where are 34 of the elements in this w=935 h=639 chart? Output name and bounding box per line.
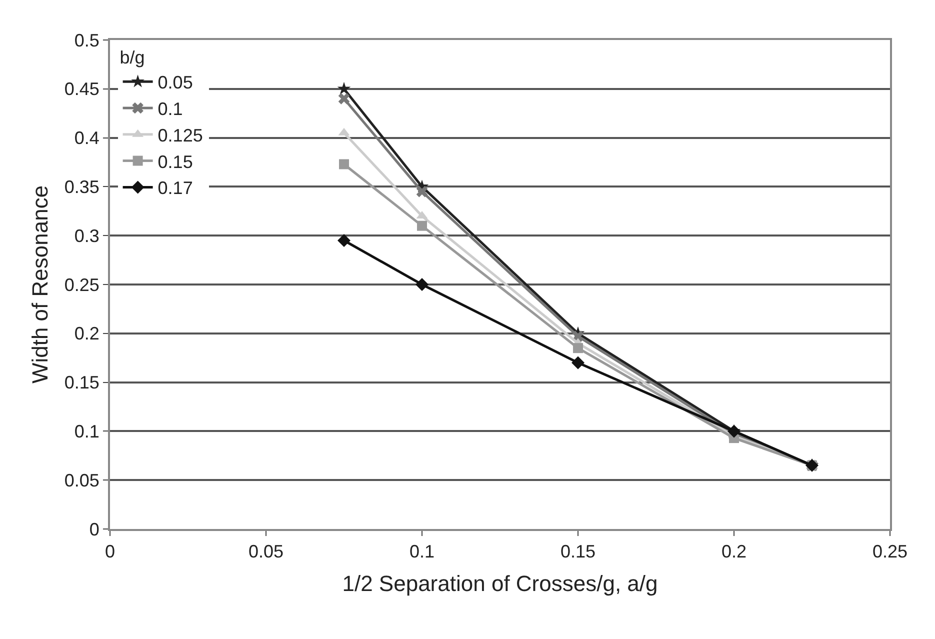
y-tick-label: 0.05 (64, 470, 100, 490)
y-tick-label: 0.15 (64, 372, 100, 393)
point (416, 278, 428, 291)
x-tick-label: 0.05 (248, 542, 284, 562)
x-tick-label: 0.2 (721, 542, 747, 562)
y-tick-label: 0 (89, 519, 100, 540)
y-tick-label: 0.5 (74, 30, 100, 50)
legend-label: 0.1 (158, 99, 183, 120)
point (338, 234, 350, 247)
point (339, 159, 349, 170)
y-tick-label: 0.25 (64, 274, 100, 295)
x-tick-label: 0.1 (409, 542, 435, 562)
y-tick-label: 0.2 (74, 324, 100, 344)
x-tick-label: 0.25 (872, 542, 908, 562)
y-tick-label: 0.45 (64, 79, 100, 100)
legend-title: b/g (120, 47, 145, 68)
y-axis-title: Width of Resonance (28, 185, 53, 384)
point (573, 343, 583, 354)
point (416, 186, 428, 198)
point (338, 93, 350, 104)
x-tick-label: 0 (104, 542, 116, 562)
legend-label: 0.125 (158, 125, 203, 146)
legend-label: 0.05 (158, 72, 193, 93)
point (417, 220, 427, 231)
point (337, 82, 351, 95)
legend-label: 0.15 (158, 152, 193, 172)
legend-label: 0.17 (158, 178, 193, 198)
point (572, 356, 584, 370)
y-tick-label: 0.4 (74, 128, 100, 148)
y-tick-label: 0.35 (64, 177, 100, 197)
y-tick-label: 0.3 (74, 226, 100, 246)
x-tick-label: 0.15 (560, 542, 596, 562)
y-tick-label: 0.1 (74, 422, 100, 442)
x-axis-title: 1/2 Separation of Crosses/g, a/g (342, 571, 658, 596)
